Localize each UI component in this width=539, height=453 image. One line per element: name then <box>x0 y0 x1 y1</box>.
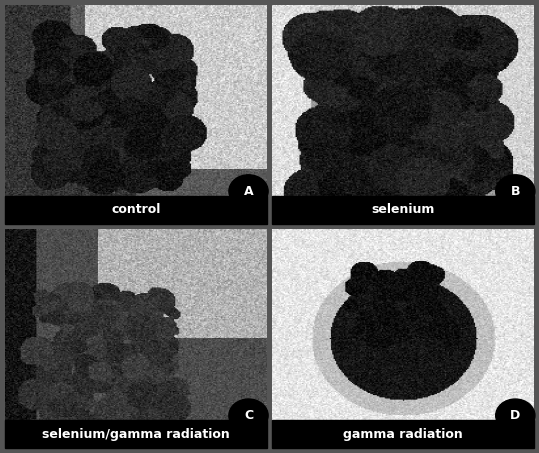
Text: A: A <box>244 185 253 198</box>
Bar <box>272 196 534 224</box>
Text: gamma radiation: gamma radiation <box>343 428 463 441</box>
Text: C: C <box>244 409 253 422</box>
Text: control: control <box>112 203 161 217</box>
Text: D: D <box>510 409 521 422</box>
Text: selenium: selenium <box>371 203 434 217</box>
Bar <box>5 420 267 448</box>
Circle shape <box>229 399 268 432</box>
Text: selenium/gamma radiation: selenium/gamma radiation <box>42 428 230 441</box>
Text: B: B <box>510 185 520 198</box>
Bar <box>272 420 534 448</box>
Bar <box>5 196 267 224</box>
Circle shape <box>229 175 268 208</box>
Circle shape <box>496 399 535 432</box>
Circle shape <box>496 175 535 208</box>
